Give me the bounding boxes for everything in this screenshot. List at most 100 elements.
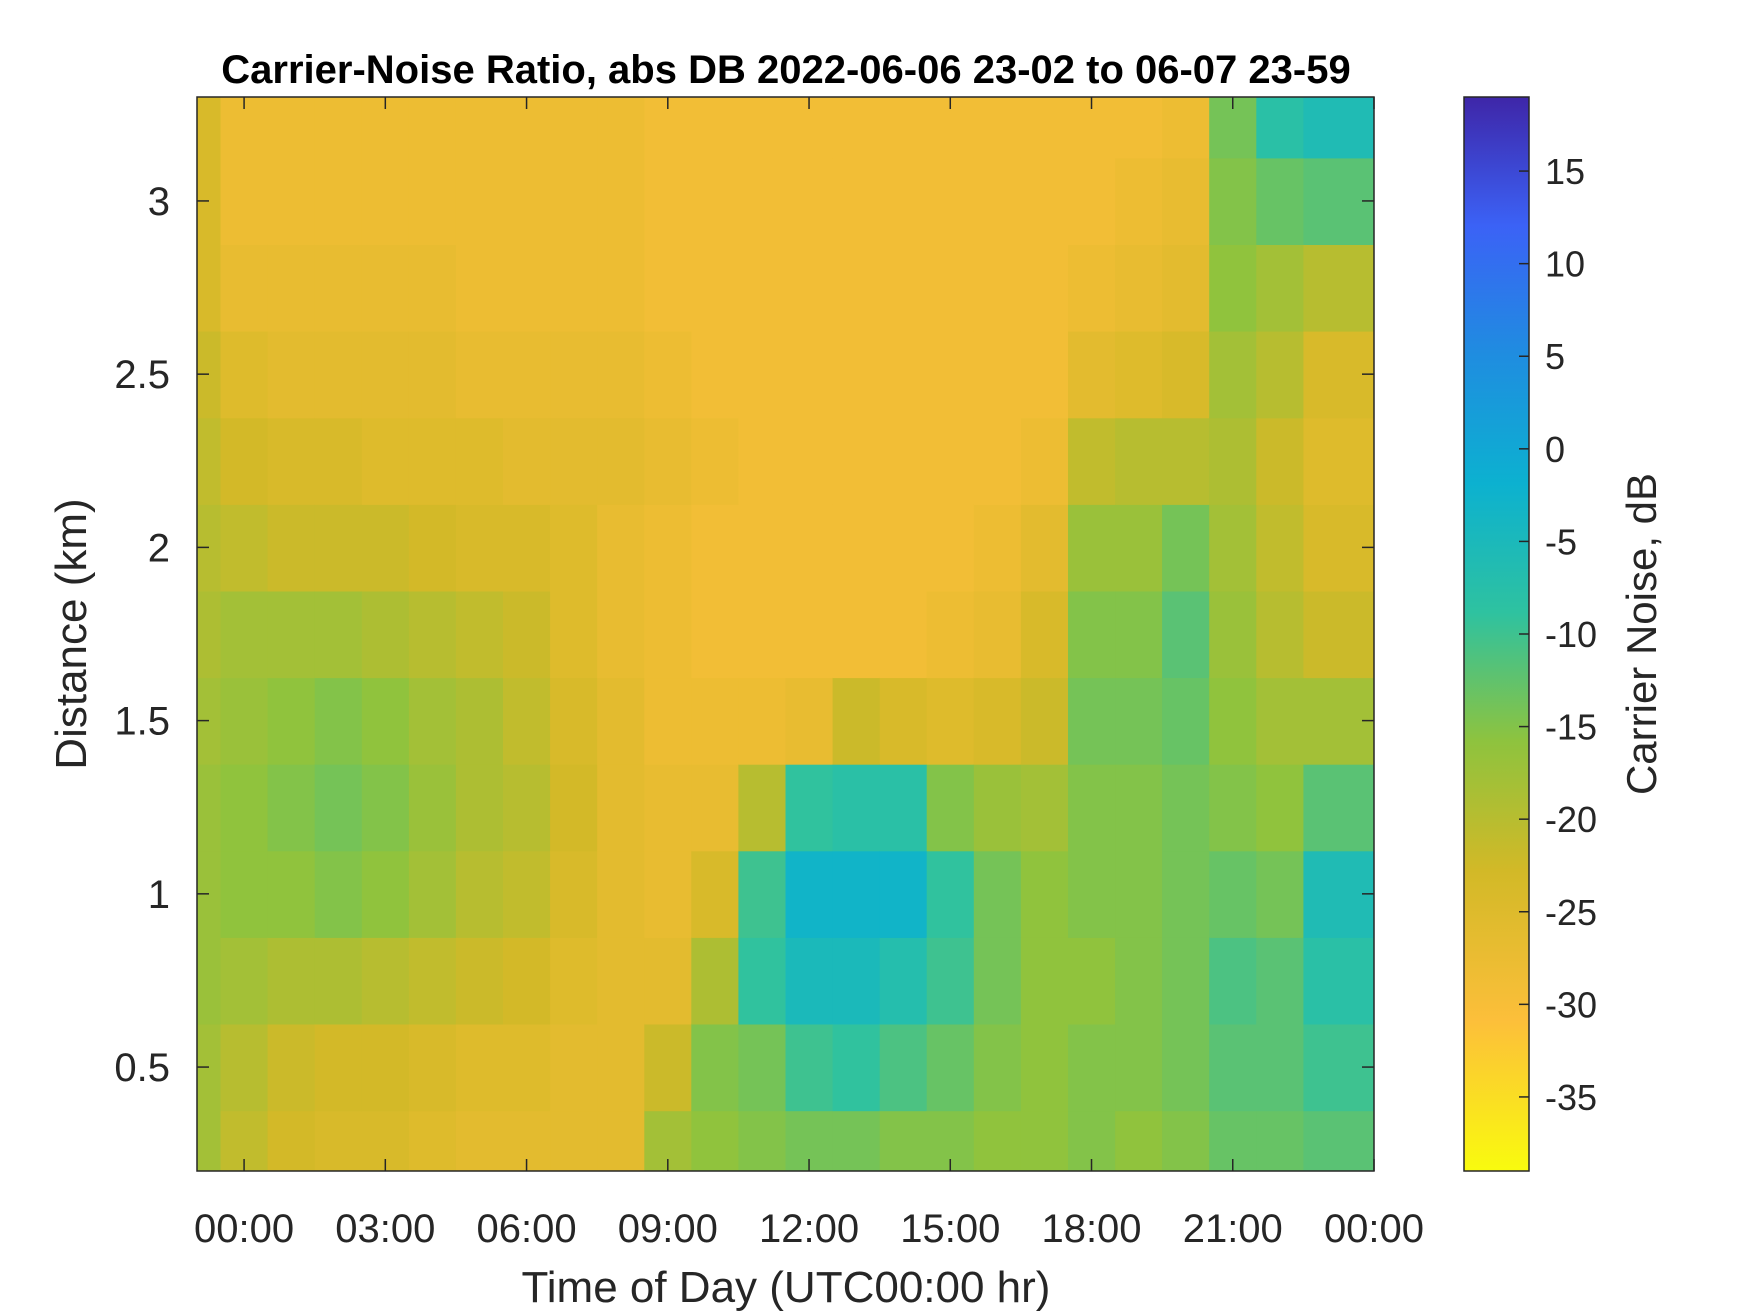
heatmap-cell (1020, 504, 1069, 592)
heatmap-cell (785, 330, 834, 419)
heatmap-cell (879, 850, 928, 938)
colorbar-tick-label: 0 (1545, 429, 1565, 470)
heatmap-cell (973, 850, 1022, 938)
heatmap-cell (785, 677, 834, 765)
x-axis: 00:00 03:00 06:00 09:00 12:00 15:00 18:00 21:00… (194, 97, 1424, 1251)
heatmap-cell (691, 763, 740, 852)
heatmap-cell (879, 244, 928, 332)
x-tick-label: 09:00 (618, 1207, 718, 1251)
heatmap-cell (1256, 330, 1305, 419)
heatmap-cell (550, 937, 598, 1025)
heatmap-cell (455, 937, 504, 1025)
heatmap-cell (1115, 850, 1163, 938)
heatmap-cell (691, 590, 740, 679)
heatmap-cell (1115, 244, 1163, 332)
heatmap-cell (361, 244, 410, 332)
heatmap-cell (267, 937, 316, 1025)
heatmap-cell (973, 1023, 1022, 1112)
heatmap-cell (691, 244, 740, 332)
heatmap-cell (314, 1110, 363, 1171)
heatmap-cell (597, 937, 646, 1025)
heatmap-cell (1162, 763, 1210, 852)
heatmap-cell (1209, 417, 1258, 505)
colorbar-tick-label: -15 (1545, 707, 1597, 748)
heatmap-cell (879, 1023, 928, 1112)
heatmap-cell (926, 244, 975, 332)
heatmap-cell (550, 590, 598, 679)
heatmap-cell (644, 677, 693, 765)
heatmap-cell (691, 157, 740, 245)
heatmap-cell (197, 97, 222, 159)
heatmap-cell (832, 850, 881, 938)
heatmap-cell (1350, 97, 1374, 159)
heatmap-cell (361, 590, 410, 679)
heatmap-cell (314, 677, 363, 765)
heatmap-cell (691, 417, 740, 505)
heatmap-cell (267, 244, 316, 332)
heatmap-cell (1020, 1110, 1069, 1171)
heatmap-cell (691, 937, 740, 1025)
heatmap-cell (197, 937, 222, 1025)
heatmap-cell (455, 763, 504, 852)
y-tick-label: 3 (148, 180, 170, 224)
heatmap-cell (455, 1023, 504, 1112)
heatmap-cell (832, 417, 881, 505)
heatmap-cell (503, 590, 551, 679)
heatmap-cell (1115, 1110, 1163, 1171)
heatmap-cell (455, 590, 504, 679)
heatmap-cell (1068, 504, 1116, 592)
heatmap-cell (550, 763, 598, 852)
colorbar-tick-label: 5 (1545, 336, 1565, 377)
y-tick-label: 1.5 (114, 700, 170, 744)
heatmap-cell (644, 157, 693, 245)
heatmap-cell (738, 1110, 787, 1171)
heatmap-cell (455, 244, 504, 332)
heatmap-cell (314, 97, 363, 159)
heatmap-cell (1303, 590, 1352, 679)
heatmap-cell (1068, 1023, 1116, 1112)
heatmap-cell (973, 677, 1022, 765)
heatmap-cell (1303, 850, 1352, 938)
heatmap-cell (455, 850, 504, 938)
heatmap-cell (1256, 677, 1305, 765)
heatmap-cell (408, 97, 457, 159)
heatmap-cell (220, 244, 269, 332)
heatmap-cell (1303, 1110, 1352, 1171)
heatmap-cell (314, 763, 363, 852)
heatmap-cell (503, 417, 551, 505)
heatmap-cell (1303, 97, 1352, 159)
heatmap-cell (220, 417, 269, 505)
heatmap-cell (879, 504, 928, 592)
heatmap-cell (644, 590, 693, 679)
x-tick-label: 12:00 (759, 1207, 859, 1251)
heatmap-cell (550, 1023, 598, 1112)
heatmap-cell (1068, 244, 1116, 332)
heatmap-cell (1115, 763, 1163, 852)
heatmap-cell (1209, 244, 1258, 332)
heatmap-cell (738, 244, 787, 332)
heatmap-cell (220, 937, 269, 1025)
heatmap-cell (550, 330, 598, 419)
heatmap-cell (738, 677, 787, 765)
heatmap-cell (1115, 1023, 1163, 1112)
heatmap-cell (550, 850, 598, 938)
heatmap-cell (926, 677, 975, 765)
heatmap-cell (197, 1110, 222, 1171)
heatmap-cell (1303, 763, 1352, 852)
heatmap-cell (455, 417, 504, 505)
heatmap-cell (879, 1110, 928, 1171)
heatmap-cell (1256, 590, 1305, 679)
heatmap-cell (691, 850, 740, 938)
y-axis: 0.5 1 1.5 2 2.5 3 (114, 180, 1374, 1090)
y-tick-label: 2 (148, 526, 170, 570)
heatmap-cell (1350, 763, 1374, 852)
heatmap-cell (1209, 590, 1258, 679)
heatmap-cell (785, 504, 834, 592)
heatmap-cell (1068, 763, 1116, 852)
heatmap-cell (1020, 97, 1069, 159)
heatmap-cell (597, 157, 646, 245)
heatmap-cell (197, 417, 222, 505)
heatmap-cell (220, 763, 269, 852)
heatmap-cell (597, 1110, 646, 1171)
x-tick-label: 00:00 (194, 1207, 294, 1251)
